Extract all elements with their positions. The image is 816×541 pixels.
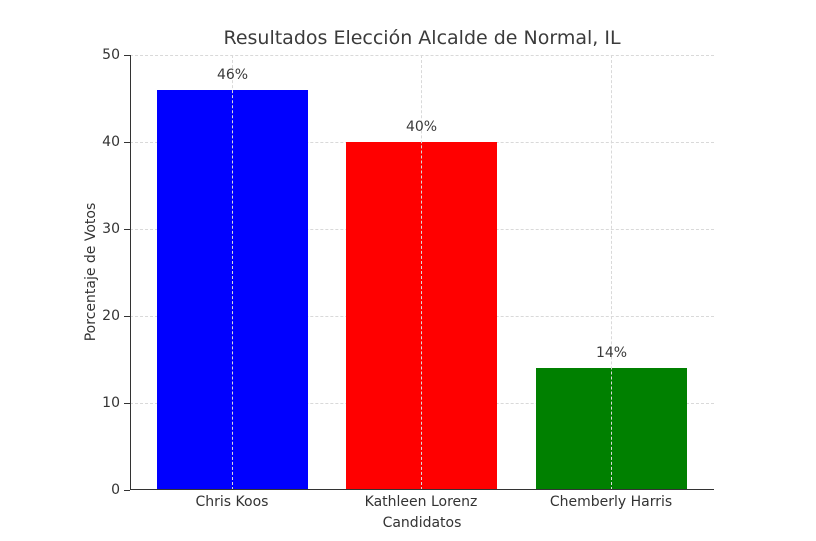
y-axis-line [130,55,132,490]
y-tick [124,229,130,230]
gridline [611,55,612,490]
y-axis: 0 10 20 30 40 50 [80,47,130,498]
x-tick-label: Chemberly Harris [549,494,673,510]
y-tick [124,490,130,491]
y-axis-title: Porcentaje de Votos [83,202,99,342]
y-tick [124,55,130,56]
x-axis-line [130,488,714,490]
y-tick-label: 0 [111,482,120,498]
y-tick-label: 40 [102,134,120,150]
y-tick-label: 50 [102,47,120,63]
y-tick [124,316,130,317]
y-tick-label: 20 [102,308,120,324]
y-tick [124,403,130,404]
x-axis-title: Candidatos [382,515,462,531]
y-tick [124,142,130,143]
gridline [421,55,422,490]
y-tick-label: 10 [102,395,120,411]
plot-area: 46% 40% 14% [130,55,714,490]
gridline [232,55,233,490]
gridline [130,55,714,56]
bar-value-label: 46% [216,67,249,83]
y-tick-label: 30 [102,221,120,237]
chart-title: Resultados Elección Alcalde de Normal, I… [223,27,621,49]
bar-value-label: 14% [595,345,628,361]
bar-value-label: 40% [405,119,438,135]
x-tick-label: Chris Koos [195,494,269,510]
x-tick-label: Kathleen Lorenz [364,494,478,510]
